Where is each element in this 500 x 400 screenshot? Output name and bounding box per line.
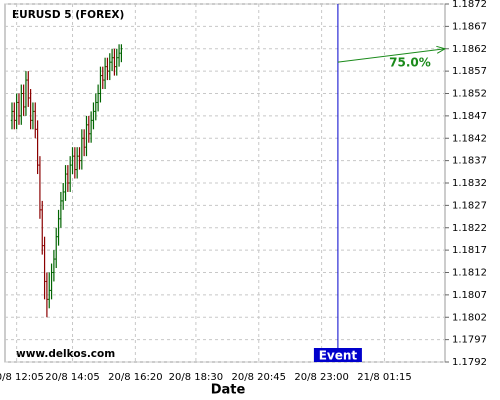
ohlc-bar — [108, 53, 111, 81]
ohlc-bar — [117, 44, 121, 67]
ohlc-bar — [59, 191, 63, 228]
x-tick-label: 20/8 20:45 — [232, 372, 286, 383]
ohlc-bar — [120, 44, 123, 63]
ohlc-bar — [20, 84, 23, 125]
ohlc-bar — [17, 93, 21, 125]
event-badge — [313, 348, 362, 362]
event-label: Event — [319, 349, 358, 363]
chart-title: EURUSD 5 (FOREX) — [12, 9, 124, 21]
ohlc-bar — [101, 66, 104, 90]
x-tick-label: 20/8 18:30 — [169, 372, 223, 383]
ohlc-bar — [78, 147, 81, 170]
ohlc-bar — [71, 147, 74, 175]
ohlc-bar — [34, 102, 37, 139]
ohlc-bar — [66, 165, 70, 192]
ohlc-bar — [103, 57, 107, 90]
y-tick-label: 1.1867 — [452, 21, 487, 32]
y-tick-label: 1.1802 — [452, 312, 487, 323]
ohlc-bar — [15, 93, 18, 130]
x-tick-label: 20/8 23:00 — [294, 372, 348, 383]
y-tick-label: 1.1827 — [452, 200, 487, 211]
arrow-head — [436, 45, 447, 54]
y-tick-label: 1.1822 — [452, 223, 487, 234]
x-tick-label: 20/8 14:05 — [45, 372, 99, 383]
ohlc-bar — [29, 89, 32, 130]
ohlc-bar — [31, 102, 35, 130]
ohlc-bar — [106, 57, 109, 81]
y-tick-label: 1.1837 — [452, 156, 487, 167]
ohlc-bar — [62, 183, 65, 210]
y-tick-label: 1.1847 — [452, 111, 487, 122]
ohlc-bar — [89, 111, 93, 143]
ohlc-bar — [99, 66, 102, 103]
ohlc-bar — [50, 263, 53, 300]
ohlc-bar — [38, 156, 42, 219]
ohlc-bar — [22, 84, 25, 116]
ohlc-bar — [80, 129, 84, 170]
ohlc-bar — [36, 120, 39, 175]
ohlc-bar — [64, 165, 67, 201]
ohlc-bar — [96, 84, 100, 112]
x-tick-label: 20/8 16:20 — [108, 372, 162, 383]
ohlc-bar — [92, 102, 95, 130]
y-tick-label: 1.1852 — [452, 89, 487, 100]
ohlc-bar — [45, 272, 49, 318]
ohlc-bar — [55, 227, 58, 269]
projection-arrow — [337, 48, 446, 63]
y-tick-label: 1.1807 — [452, 290, 487, 301]
ohlc-bar — [110, 48, 114, 72]
x-tick-label: 20/8 12:05 — [0, 372, 44, 383]
y-tick-label: 1.1862 — [452, 44, 487, 55]
ohlc-bar — [73, 147, 77, 179]
ohlc-bar — [75, 147, 79, 179]
ohlc-bar — [87, 115, 91, 143]
ohlc-bar — [85, 115, 88, 157]
ohlc-bar — [48, 272, 51, 309]
ohlc-bar — [13, 102, 16, 130]
ohlc-bar — [57, 209, 60, 246]
y-tick-label: 1.1842 — [452, 133, 487, 144]
ohlc-bar — [24, 71, 28, 116]
ohlc-bar — [82, 129, 86, 157]
ohlc-bar — [68, 156, 72, 192]
ohlc-bar — [10, 102, 14, 130]
ohlc-bar — [43, 236, 46, 300]
ohlc-bar — [115, 48, 118, 76]
ohlc-bar — [113, 48, 116, 76]
ohlc-bar — [41, 200, 44, 255]
x-axis-label: Date — [211, 383, 246, 398]
x-tick-label: 21/8 01:15 — [357, 372, 411, 383]
y-tick-label: 1.1817 — [452, 245, 487, 256]
y-tick-label: 1.1812 — [452, 268, 487, 279]
ohlc-bar — [52, 250, 56, 282]
watermark: www.delkos.com — [16, 348, 115, 360]
y-tick-label: 1.1832 — [452, 178, 487, 189]
y-tick-label: 1.1857 — [452, 66, 487, 77]
y-tick-label: 1.1792 — [452, 357, 487, 368]
y-tick-label: 1.1797 — [452, 335, 487, 346]
ohlc-bar — [27, 71, 30, 107]
y-tick-label: 1.1872 — [452, 0, 487, 10]
projection-label: 75.0% — [389, 56, 431, 70]
ohlc-bar — [94, 93, 97, 121]
